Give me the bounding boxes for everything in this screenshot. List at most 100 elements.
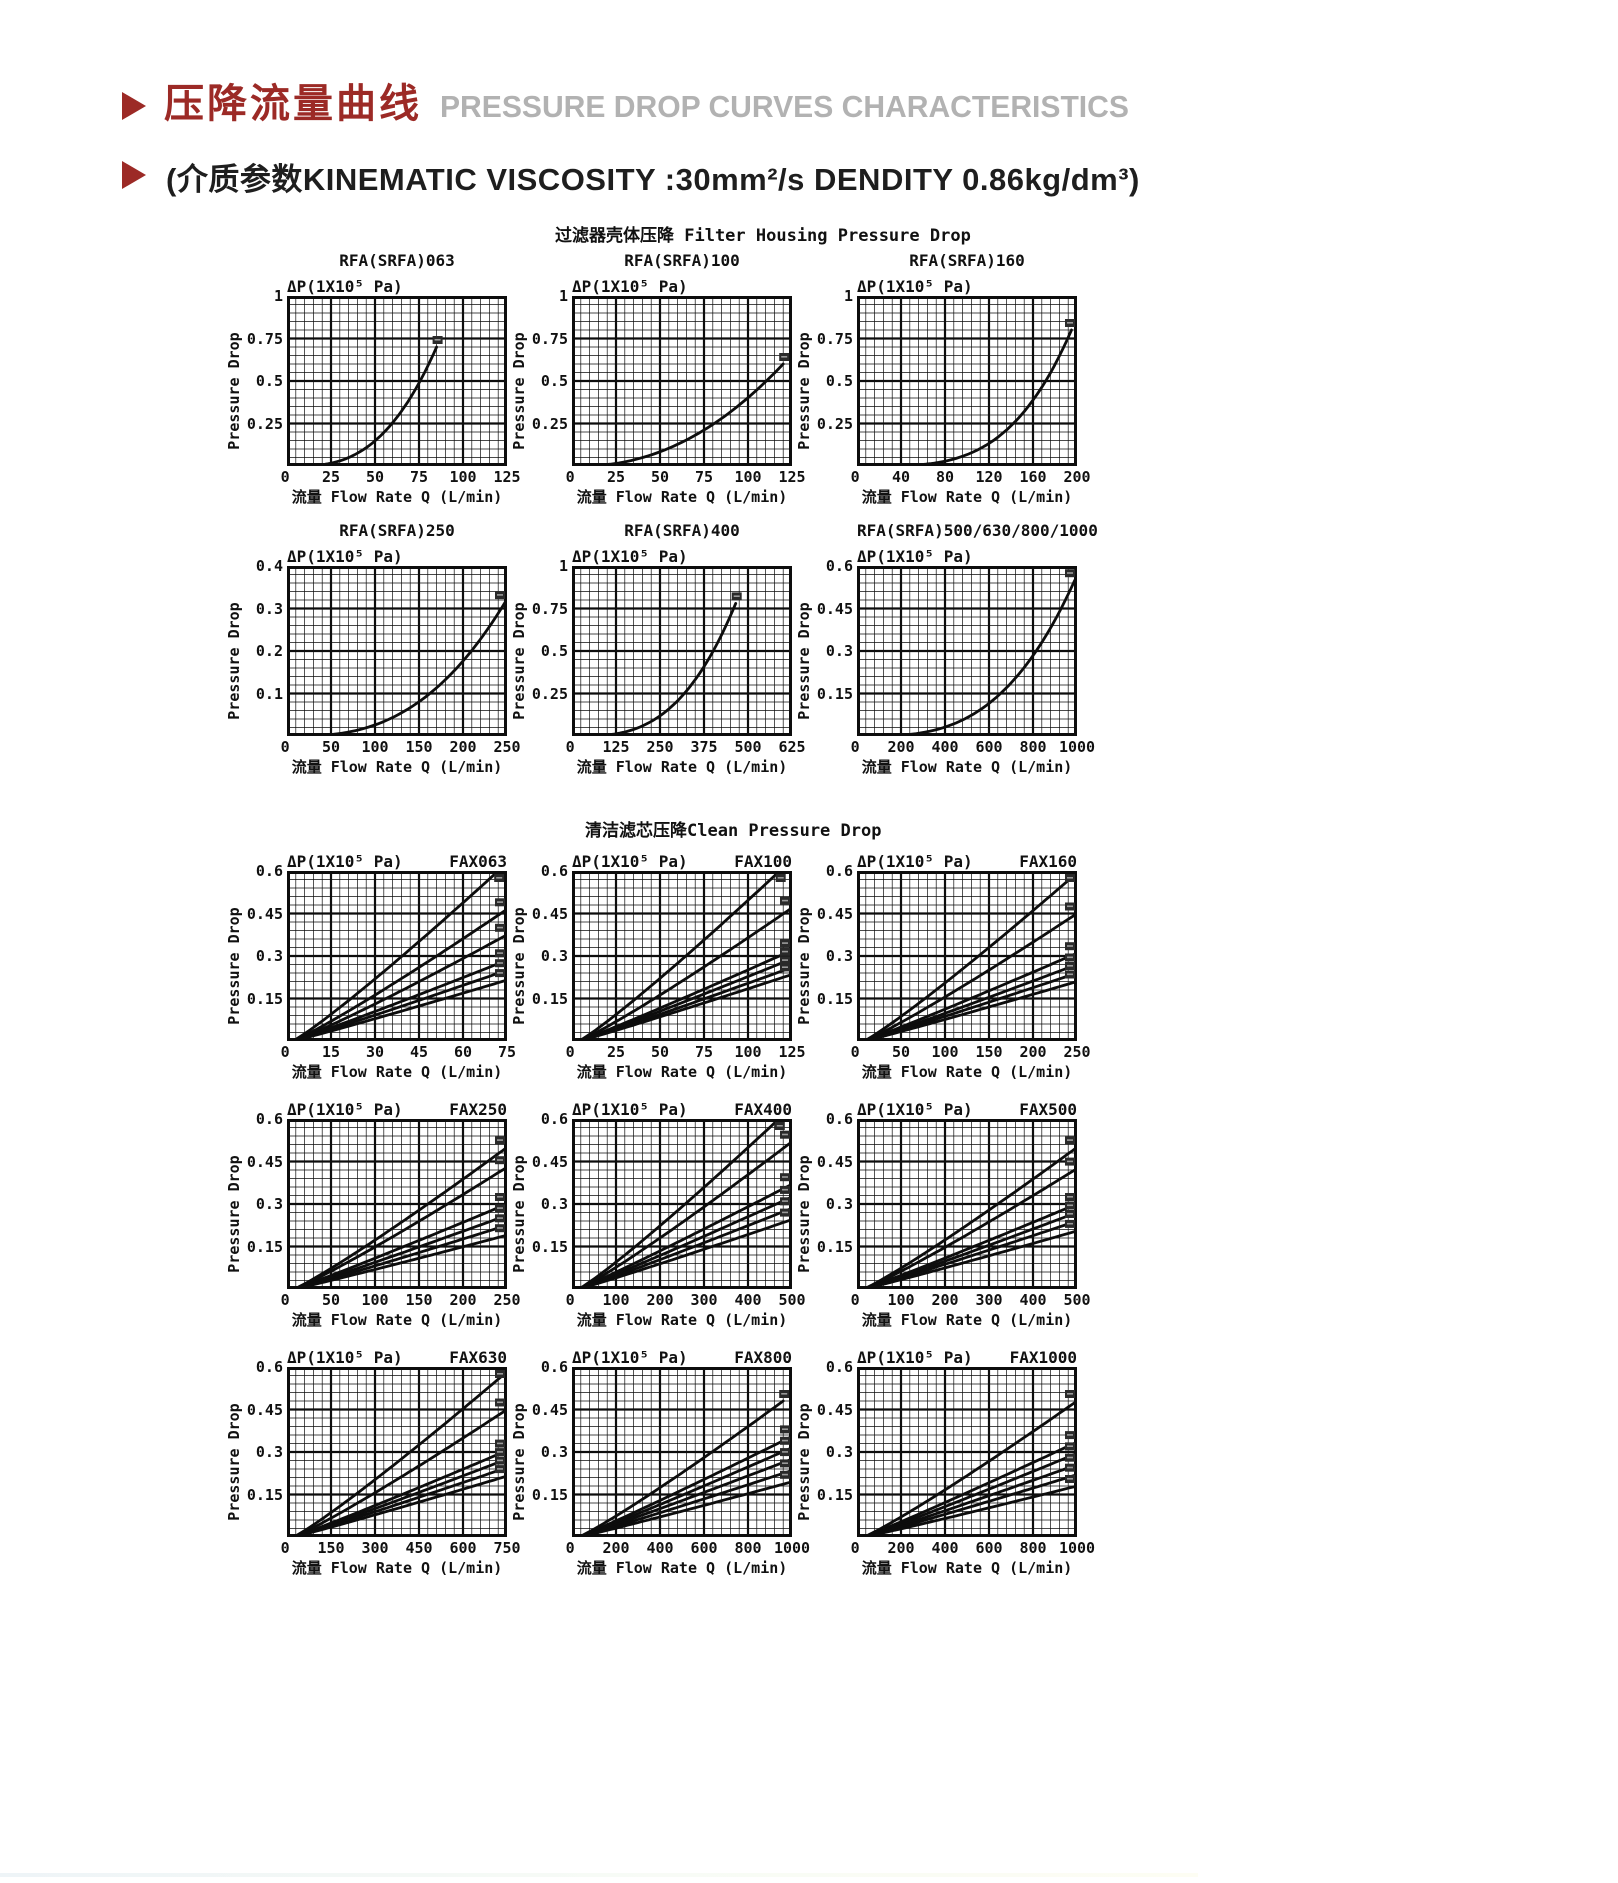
element-curve-2 (577, 1435, 794, 1539)
x-tick-label: 1000 (1058, 738, 1096, 756)
x-tick-label: 50 (365, 468, 385, 486)
delta-p-axis-label: ΔP(1X10⁵ Pa) (857, 852, 973, 872)
x-tick-label: 400 (931, 1539, 959, 1557)
element-curve-3 (862, 951, 1079, 1043)
x-tick-label: 200 (602, 1539, 630, 1557)
chart-fax500: ΔP(1X10⁵ Pa) FAX500 Pressure Drop 0.6 0.45 0.… (795, 1095, 1091, 1333)
x-axis-title: 流量 Flow Rate Q (L/min) (861, 1311, 1073, 1329)
x-tick-label: 200 (887, 1539, 915, 1557)
chart-row-3: ΔP(1X10⁵ Pa) FAX063 Pressure Drop 0.6 0.45 0.… (225, 847, 1125, 1085)
chart-row-1: RFA(SRFA)063 ΔP(1X10⁵ Pa) Pressure Drop 1 0.… (225, 250, 1125, 510)
plot-grid (285, 1365, 509, 1539)
x-tick-label: 500 (734, 738, 762, 756)
y-tick-labels: 0.6 0.45 0.3 0.15 (813, 557, 857, 736)
element-curve-5 (292, 1223, 509, 1291)
y-tick-label: 0.75 (531, 329, 568, 348)
x-tick-label: 200 (887, 738, 915, 756)
y-tick-label: 0.15 (816, 1237, 853, 1256)
chart-fax630: ΔP(1X10⁵ Pa) FAX630 Pressure Drop 0.6 0.45 0.… (225, 1343, 521, 1581)
y-axis-title: Pressure Drop (510, 1155, 528, 1273)
y-tick-label: 0.3 (825, 642, 853, 660)
x-axis-title: 流量 Flow Rate Q (L/min) (576, 758, 788, 776)
x-tick-label: 150 (317, 1539, 345, 1557)
x-tick-label: 250 (646, 738, 674, 756)
y-axis-title: Pressure Drop (510, 907, 528, 1025)
y-tick-label: 0.6 (825, 1358, 853, 1376)
x-tick-labels: 0 15 30 45 60 75 (281, 1041, 516, 1061)
x-tick-label: 100 (361, 738, 389, 756)
chart-title: FAX1000 (1009, 1348, 1077, 1367)
y-axis-title: Pressure Drop (510, 602, 528, 720)
element-curve-3 (291, 933, 509, 1043)
plot-grid (855, 564, 1079, 738)
element-curve-2 (292, 1408, 509, 1539)
chart-title: RFA(SRFA)100 (624, 251, 740, 270)
curve-end-tag (495, 898, 505, 907)
element-curve-2 (862, 1440, 1079, 1539)
plot-grid (570, 564, 794, 738)
chart-fax1000: ΔP(1X10⁵ Pa) FAX1000 Pressure Drop 0.6 0.45 0… (795, 1343, 1095, 1581)
element-curve-2 (577, 906, 794, 1043)
element-curve-6 (577, 1480, 794, 1539)
plot-grid (285, 294, 509, 468)
element-curve-5 (862, 1473, 1079, 1539)
chart-rfa-srfa-100: RFA(SRFA)100 ΔP(1X10⁵ Pa) Pressure Drop 1 0.… (510, 250, 806, 510)
chart-title: FAX100 (734, 852, 792, 871)
delta-p-axis-label: ΔP(1X10⁵ Pa) (572, 547, 688, 567)
y-axis-title: Pressure Drop (510, 1403, 528, 1521)
curve-end-tag (495, 1214, 505, 1223)
curve-end-tag (780, 1130, 790, 1139)
element-curve-4 (862, 963, 1079, 1043)
y-tick-label: 0.3 (255, 1195, 283, 1213)
x-tick-label: 75 (409, 468, 429, 486)
x-tick-label: 200 (1063, 468, 1091, 486)
y-tick-label: 0.25 (246, 414, 283, 433)
element-curve-6 (291, 978, 509, 1043)
delta-p-axis-label: ΔP(1X10⁵ Pa) (572, 1348, 688, 1368)
element-curve-6 (862, 1229, 1079, 1291)
housing-curve (292, 600, 507, 738)
y-tick-label: 0.5 (255, 372, 283, 390)
curve-end-tag (780, 1425, 790, 1434)
curve-end-tag (495, 1224, 505, 1233)
curve-end-tag (1065, 1210, 1075, 1218)
element-curve-4 (292, 1213, 509, 1291)
plot-grid (570, 294, 794, 468)
element-curve-1 (292, 1145, 509, 1291)
y-tick-label: 0.6 (255, 1110, 283, 1128)
chart-title: FAX160 (1019, 852, 1077, 871)
plot-grid (855, 1117, 1079, 1291)
y-tick-label: 0.1 (255, 684, 283, 703)
y-tick-label: 0.3 (255, 599, 283, 618)
chart-title: FAX250 (449, 1100, 507, 1119)
y-tick-label: 0.6 (540, 862, 568, 880)
element-curve-1 (577, 1117, 781, 1291)
plot-grid (285, 564, 509, 738)
y-tick-label: 0.25 (531, 684, 568, 703)
y-tick-labels: 1 0.75 0.5 0.25 (243, 287, 287, 466)
curve-end-tag (1065, 1453, 1075, 1462)
x-tick-label: 0 (850, 1291, 860, 1309)
bullet-triangle-icon (122, 92, 146, 120)
y-axis-title: Pressure Drop (795, 332, 813, 450)
element-curve-4 (862, 1463, 1079, 1539)
delta-p-axis-label: ΔP(1X10⁵ Pa) (287, 852, 403, 872)
y-tick-label: 0.3 (255, 1443, 283, 1461)
chart-title: FAX500 (1019, 1100, 1077, 1119)
element-curve-4 (577, 1195, 794, 1291)
x-tick-label: 1000 (773, 1539, 811, 1557)
media-parameters-subtitle: (介质参数KINEMATIC VISCOSITY :30mm²/s DENDIT… (166, 162, 1140, 197)
curve-end-tag (1065, 1442, 1075, 1451)
delta-p-axis-label: ΔP(1X10⁵ Pa) (572, 852, 688, 872)
y-tick-labels: 0.6 0.45 0.3 0.15 (243, 1358, 287, 1537)
y-tick-label: 0.3 (825, 947, 853, 965)
x-tick-label: 100 (602, 1291, 630, 1309)
chart-title: RFA(SRFA)400 (624, 521, 740, 540)
y-tick-label: 0.5 (825, 372, 853, 390)
x-tick-label: 300 (690, 1291, 718, 1309)
delta-p-axis-label: ΔP(1X10⁵ Pa) (857, 1100, 973, 1120)
housing-curve (294, 345, 438, 468)
element-curve-4 (577, 957, 794, 1043)
x-tick-labels: 0 40 80 120 160 200 (851, 466, 1091, 486)
curve-end-tag (495, 1136, 505, 1145)
